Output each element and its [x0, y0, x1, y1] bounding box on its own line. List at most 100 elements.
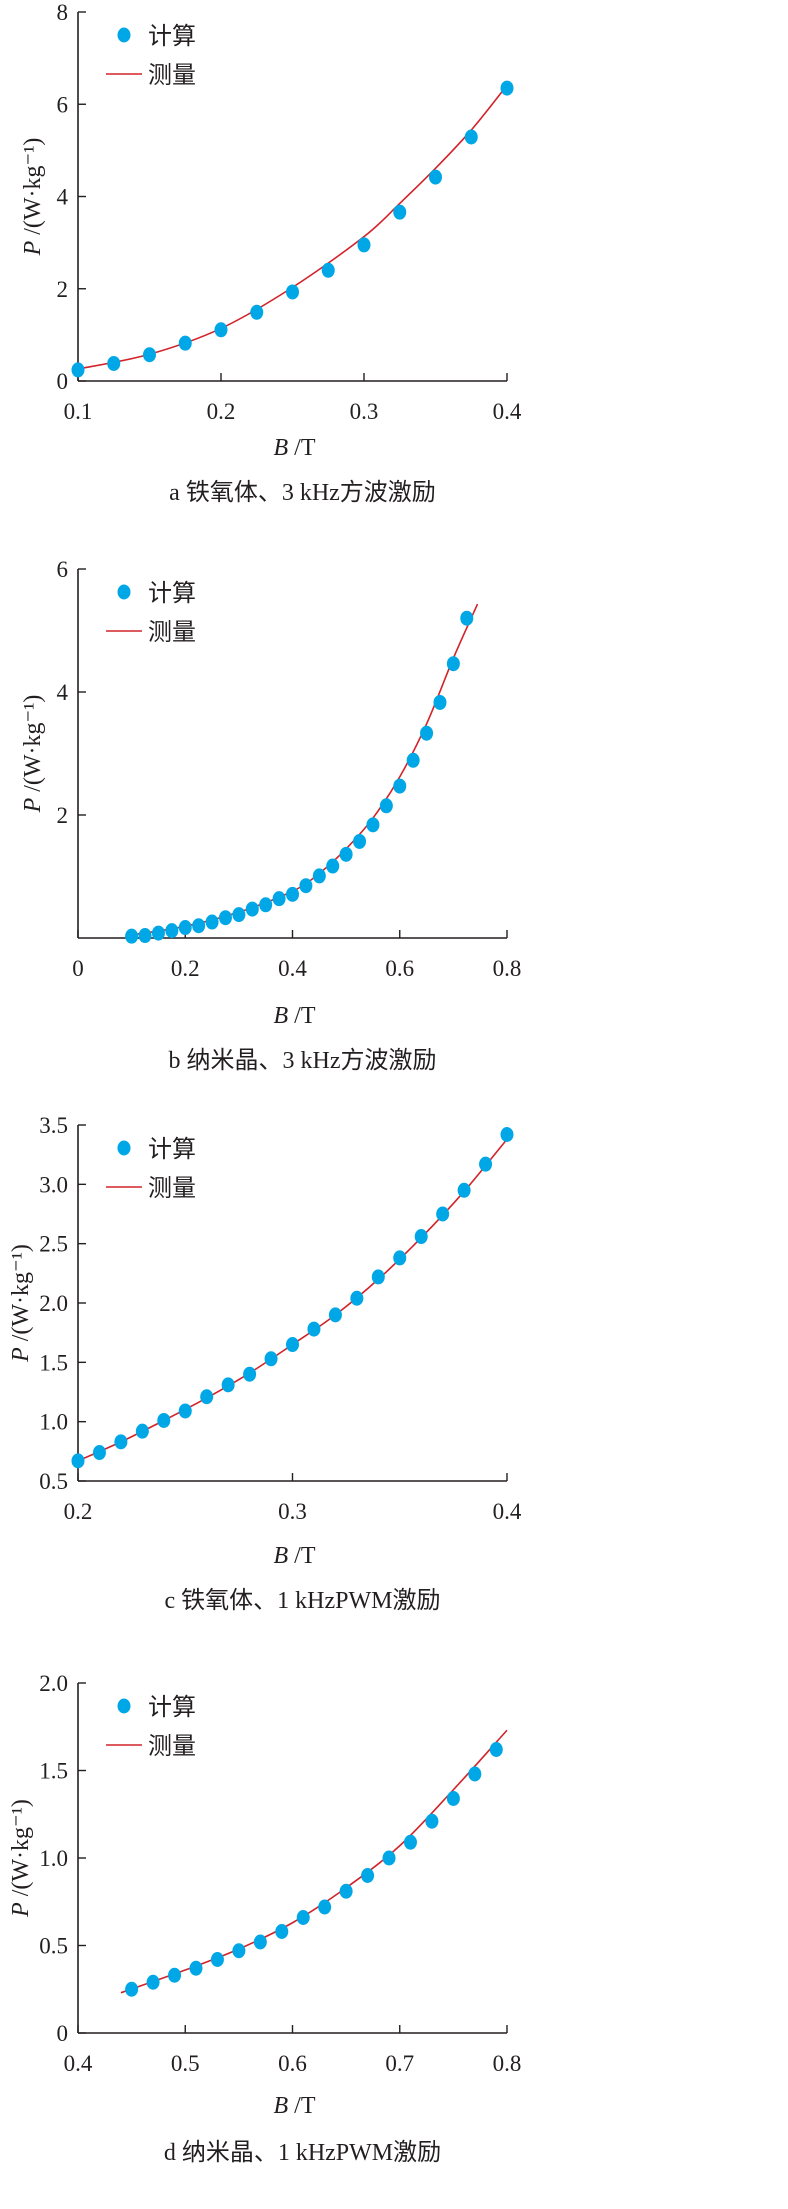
calculated-point [275, 1924, 289, 1939]
calculated-point [272, 891, 286, 907]
calculated-point [168, 1967, 182, 1983]
calculated-point [125, 928, 139, 944]
y-tick-label: 0.5 [39, 1934, 68, 1959]
calculated-point [457, 1182, 471, 1198]
calculated-point [479, 1156, 493, 1172]
y-axis-unit: /(W·kg⁻¹) [8, 1799, 34, 1902]
legend-meas-label: 测量 [148, 1175, 196, 1202]
calculated-point [250, 304, 264, 320]
calculated-point [406, 752, 420, 768]
measured-line [77, 1138, 508, 1462]
calculated-point [414, 1229, 428, 1245]
y-tick-label: 3.5 [39, 1113, 68, 1138]
x-axis-title: B /T [274, 2093, 316, 2119]
chart-caption: b 纳米晶、3 kHz方波激励 [169, 1047, 437, 1074]
x-axis-unit: /T [288, 435, 316, 461]
y-axis-title: P /(W·kg⁻¹) [20, 138, 46, 257]
y-tick-label: 0 [57, 2021, 69, 2046]
x-tick-label: 0.2 [207, 399, 236, 424]
calculated-point [192, 918, 206, 934]
chart-panel-d: 0.4 0.5 0.6 0.7 0.8 0 0.5 1.0 1.5 2.0 B /T P /(W·kg… [8, 1671, 521, 2166]
calculated-point [178, 920, 192, 936]
calculated-point [125, 1981, 139, 1997]
calculated-point [218, 910, 232, 926]
x-tick-label: 0.4 [64, 2051, 93, 2076]
calculated-point [429, 169, 442, 185]
calculated-point [350, 1290, 364, 1306]
calculated-point [371, 1269, 385, 1285]
legend-calc-marker [117, 584, 131, 600]
x-axis-unit: /T [288, 1003, 316, 1029]
y-axis-unit: /(W·kg⁻¹) [8, 1244, 34, 1347]
x-axis-variable: B [274, 1543, 289, 1569]
x-tick-label: 0.1 [64, 399, 93, 424]
calculated-point [286, 284, 299, 300]
y-tick-label: 2 [57, 803, 69, 828]
y-tick-label: 4 [57, 680, 69, 705]
calculated-point [339, 846, 353, 862]
calculated-point [500, 1126, 514, 1142]
calculated-point [489, 1742, 503, 1757]
calculated-point [165, 923, 179, 939]
calculated-point [178, 1403, 192, 1419]
x-tick-label: 0.4 [278, 956, 307, 981]
calculated-point [214, 322, 228, 338]
calculated-point [361, 1868, 375, 1883]
calculated-point [312, 868, 326, 884]
calculated-point [460, 610, 474, 626]
x-axis-title: B /T [274, 435, 316, 461]
y-axis-variable: P [20, 797, 46, 813]
y-tick-label: 1.5 [39, 1759, 68, 1784]
y-tick-label: 8 [57, 0, 69, 25]
calculated-point [393, 778, 407, 794]
calculated-point [318, 1899, 332, 1915]
y-tick-label: 1.5 [39, 1350, 68, 1375]
calculated-point [326, 858, 340, 874]
calculated-point [420, 725, 434, 741]
x-tick-label: 0.8 [493, 2051, 522, 2076]
y-tick-label: 1.0 [39, 1846, 68, 1871]
calculated-point [366, 817, 380, 833]
x-axis-variable: B [274, 2093, 289, 2119]
calculated-point [210, 1952, 224, 1967]
y-axis-unit: /(W·kg⁻¹) [20, 138, 46, 241]
y-tick-label: 2.0 [39, 1671, 68, 1696]
legend-meas-label: 测量 [148, 619, 196, 646]
legend-calc-label: 计算 [148, 580, 196, 607]
x-axis-title: B /T [274, 1543, 316, 1569]
legend-meas-label: 测量 [148, 1733, 196, 1760]
calculated-point [245, 901, 259, 917]
y-tick-label: 2.5 [39, 1232, 68, 1257]
calculated-point [151, 925, 165, 941]
x-axis-unit: /T [288, 2093, 316, 2119]
calculated-point [436, 1206, 450, 1222]
calculated-point [232, 907, 246, 923]
chart-caption: c 铁氧体、1 kHzPWM激励 [165, 1587, 441, 1614]
y-axis-variable: P [8, 1347, 34, 1363]
calculated-point [446, 656, 460, 672]
calculated-point [189, 1960, 203, 1976]
y-axis-unit: /(W·kg⁻¹) [20, 695, 46, 798]
calculated-point [468, 1766, 482, 1782]
x-tick-label: 0 [72, 956, 84, 981]
legend-calc-label: 计算 [148, 1694, 196, 1721]
legend-meas-label: 测量 [148, 62, 196, 89]
calculated-point [146, 1974, 160, 1990]
x-tick-label: 0.6 [385, 956, 414, 981]
chart-caption: d 纳米晶、1 kHzPWM激励 [164, 2139, 441, 2166]
y-tick-label: 4 [57, 185, 69, 210]
calculated-point [205, 914, 219, 930]
calculated-point [425, 1813, 439, 1829]
y-tick-label: 0 [57, 369, 69, 394]
calculated-point [71, 362, 85, 378]
chart-panel-c: 0.2 0.3 0.4 0.5 1.0 1.5 2.0 2.5 3.0 3.5 B /T P /(W·… [8, 1113, 522, 1614]
y-tick-label: 3.0 [39, 1172, 68, 1197]
calculated-point [243, 1366, 257, 1382]
legend-calc-label: 计算 [148, 23, 196, 50]
x-tick-label: 0.2 [171, 956, 200, 981]
x-axis-unit: /T [288, 1543, 316, 1569]
y-tick-label: 0.5 [39, 1469, 68, 1494]
calculated-point [296, 1910, 310, 1925]
calculated-point [107, 355, 121, 371]
